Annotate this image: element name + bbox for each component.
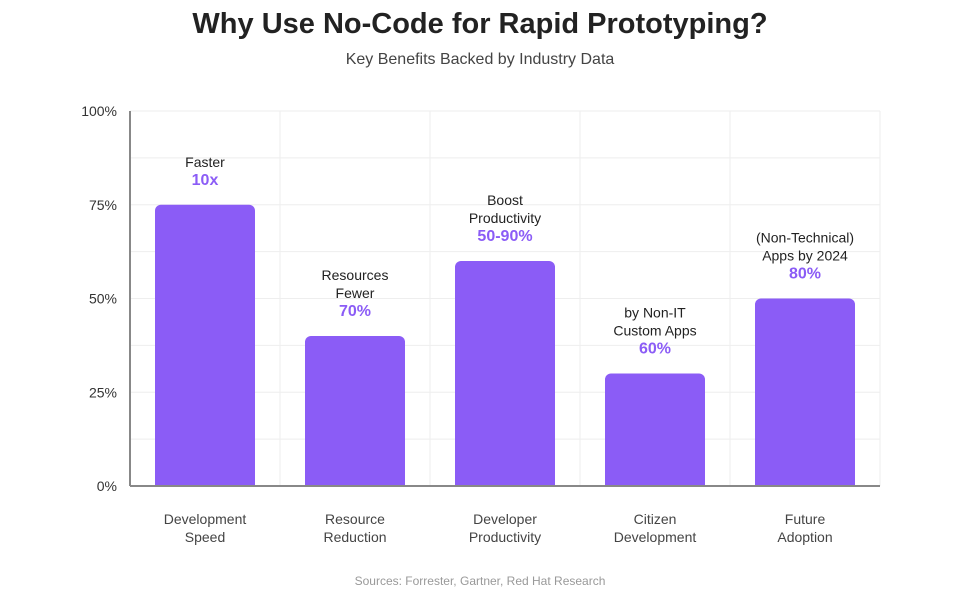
x-category-label: Adoption [777, 529, 832, 545]
x-category-label: Developer [473, 511, 537, 527]
annotation-text: Resources [322, 267, 389, 283]
annotation-text: Productivity [469, 210, 541, 226]
annotation-value: 10x [192, 172, 219, 189]
annotation-value: 70% [339, 303, 371, 320]
annotation-value: 50-90% [477, 228, 532, 245]
annotation-value: 80% [789, 266, 821, 283]
bar-base [155, 478, 255, 486]
bar [755, 298, 855, 486]
bar-base [305, 478, 405, 486]
chart-subtitle: Key Benefits Backed by Industry Data [345, 51, 615, 68]
bar [455, 261, 555, 486]
annotation-text: Faster [185, 154, 225, 170]
annotation-text: Boost [487, 192, 523, 208]
y-tick-label: 0% [97, 478, 117, 494]
annotation-text: Custom Apps [613, 323, 696, 339]
x-category-label: Development [164, 511, 247, 527]
y-tick-label: 100% [81, 103, 117, 119]
y-tick-label: 50% [89, 291, 117, 307]
x-category-label: Future [785, 511, 826, 527]
x-category-label: Speed [185, 529, 225, 545]
annotation-value: 60% [639, 341, 671, 358]
annotation-text: (Non-Technical) [756, 230, 854, 246]
annotation-text: Apps by 2024 [762, 248, 848, 264]
x-category-label: Development [614, 529, 697, 545]
y-tick-label: 75% [89, 197, 117, 213]
bar-base [755, 478, 855, 486]
x-category-label: Reduction [323, 529, 386, 545]
annotation-text: by Non-IT [624, 305, 686, 321]
bar [605, 373, 705, 486]
annotation-text: Fewer [336, 285, 375, 301]
x-category-label: Productivity [469, 529, 541, 545]
x-category-label: Resource [325, 511, 385, 527]
y-tick-label: 25% [89, 384, 117, 400]
bar [305, 336, 405, 486]
bar-base [605, 478, 705, 486]
source-note: Sources: Forrester, Gartner, Red Hat Res… [354, 574, 606, 588]
chart-title: Why Use No-Code for Rapid Prototyping? [192, 8, 768, 40]
bar [155, 204, 255, 486]
bar-base [455, 478, 555, 486]
x-category-label: Citizen [634, 511, 677, 527]
